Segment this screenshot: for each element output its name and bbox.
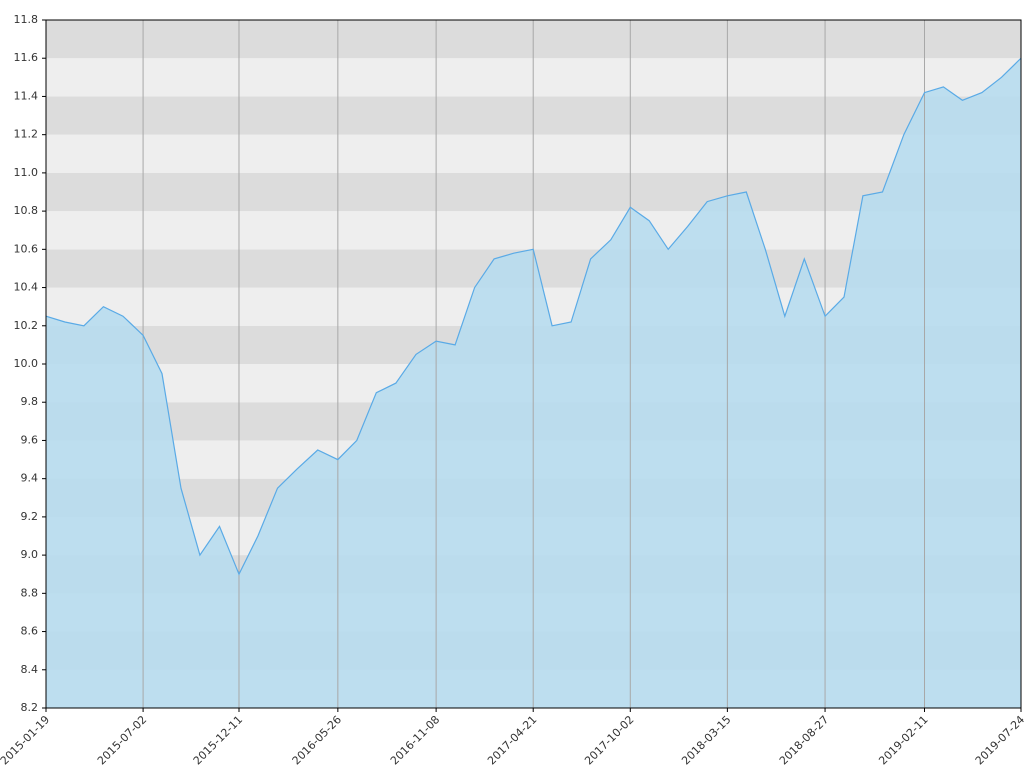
y-tick-label: 9.4	[21, 472, 39, 485]
y-tick-label: 11.4	[14, 89, 39, 102]
line	[45, 57, 1022, 576]
y-tick-label: 10.2	[14, 319, 39, 332]
x-tick-label: 2016-11-08	[388, 713, 442, 767]
y-tick-label: 10.4	[14, 281, 39, 294]
y-tick-label: 10.8	[14, 204, 39, 217]
x-tick-label: 2015-12-11	[191, 713, 245, 767]
x-tick-label: 2015-07-02	[95, 713, 149, 767]
x-tick-label: 2019-02-11	[876, 713, 930, 767]
y-tick-label: 9.0	[21, 548, 39, 561]
y-tick-label: 8.8	[21, 586, 39, 599]
y-tick-label: 9.8	[21, 395, 39, 408]
x-tick-label: 2017-10-02	[582, 713, 636, 767]
y-tick-label: 9.2	[21, 510, 39, 523]
plot-border	[45, 19, 1022, 709]
y-tick-label: 11.8	[14, 13, 39, 26]
y-tick-label: 11.2	[14, 128, 39, 141]
y-tick-label: 9.6	[21, 433, 39, 446]
y-tick-label: 10.6	[14, 242, 39, 255]
x-tick-label: 2018-03-15	[679, 713, 733, 767]
y-tick-label: 11.0	[14, 166, 39, 179]
y-tick-label: 8.2	[21, 701, 39, 714]
y-tick-label: 8.6	[21, 625, 39, 638]
x-tick-label: 2019-07-24	[973, 713, 1024, 767]
x-tick-label: 2017-04-21	[485, 713, 539, 767]
x-tick-label: 2018-08-27	[777, 713, 831, 767]
y-tick-label: 8.4	[21, 663, 39, 676]
y-tick-label: 10.0	[14, 357, 39, 370]
x-tick-label: 2016-05-26	[290, 713, 344, 767]
x-tick-label: 2015-01-19	[0, 713, 52, 767]
y-tick-label: 11.6	[14, 51, 39, 64]
